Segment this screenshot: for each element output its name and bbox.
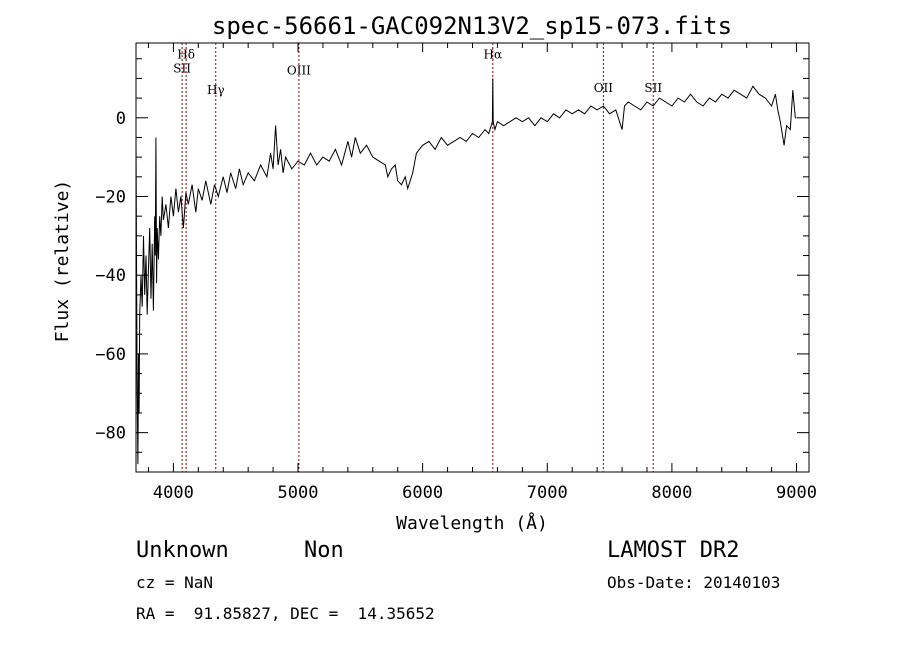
line-marker-label: SII (173, 62, 191, 76)
redshift-cz: cz = NaN (136, 573, 214, 592)
y-axis: 0 −20 −40 −60 −80 (95, 58, 809, 473)
line-marker-label: OII (594, 81, 614, 95)
x-tick-label: 8000 (651, 483, 692, 503)
y-tick-label: 0 (116, 109, 126, 129)
y-tick-label: −80 (95, 424, 126, 444)
observation-date: Obs-Date: 20140103 (607, 573, 781, 592)
y-tick-label: −20 (95, 187, 126, 207)
y-tick-label: −40 (95, 266, 126, 286)
x-axis-label: Wavelength (Å) (396, 512, 548, 534)
y-axis-label: Flux (relative) (52, 180, 73, 343)
spectrum-line (135, 78, 797, 465)
x-tick-label: 4000 (153, 483, 194, 503)
plot-frame (135, 42, 810, 473)
survey-name: LAMOST DR2 (607, 538, 740, 563)
object-class: Unknown (136, 538, 229, 563)
object-subclass: Non (304, 538, 344, 563)
y-tick-label: −60 (95, 345, 126, 365)
line-marker-label: SII (644, 81, 662, 95)
x-tick-label: 6000 (402, 483, 443, 503)
x-axis: 4000 5000 6000 7000 8000 9000 (147, 43, 817, 503)
line-marker-label: Hγ (207, 83, 225, 97)
x-tick-label: 5000 (278, 483, 319, 503)
x-tick-label: 7000 (527, 483, 568, 503)
chart-title: spec-56661-GAC092N13V2_sp15-073.fits (212, 12, 732, 40)
coordinates: RA = 91.85827, DEC = 14.35652 (136, 604, 435, 623)
x-tick-label: 9000 (776, 483, 817, 503)
line-marker-label: Hα (484, 48, 503, 62)
line-marker-label: OIII (287, 63, 311, 77)
line-marker-label: Hδ (177, 48, 195, 62)
